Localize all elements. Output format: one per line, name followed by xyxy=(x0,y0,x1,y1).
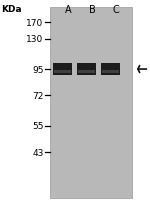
Text: 43: 43 xyxy=(32,148,44,157)
Bar xyxy=(50,8,132,198)
Bar xyxy=(77,64,96,75)
Bar xyxy=(78,71,95,74)
Text: 170: 170 xyxy=(26,19,44,28)
Text: KDa: KDa xyxy=(2,5,22,14)
Text: B: B xyxy=(89,5,96,15)
Bar xyxy=(54,71,71,74)
Text: 130: 130 xyxy=(26,35,44,44)
Text: 95: 95 xyxy=(32,65,44,74)
Text: 72: 72 xyxy=(32,92,44,100)
Bar xyxy=(102,71,119,74)
Text: A: A xyxy=(65,5,72,15)
Text: C: C xyxy=(113,5,120,15)
Bar xyxy=(53,64,72,75)
Bar xyxy=(101,64,120,75)
Text: 55: 55 xyxy=(32,122,44,131)
